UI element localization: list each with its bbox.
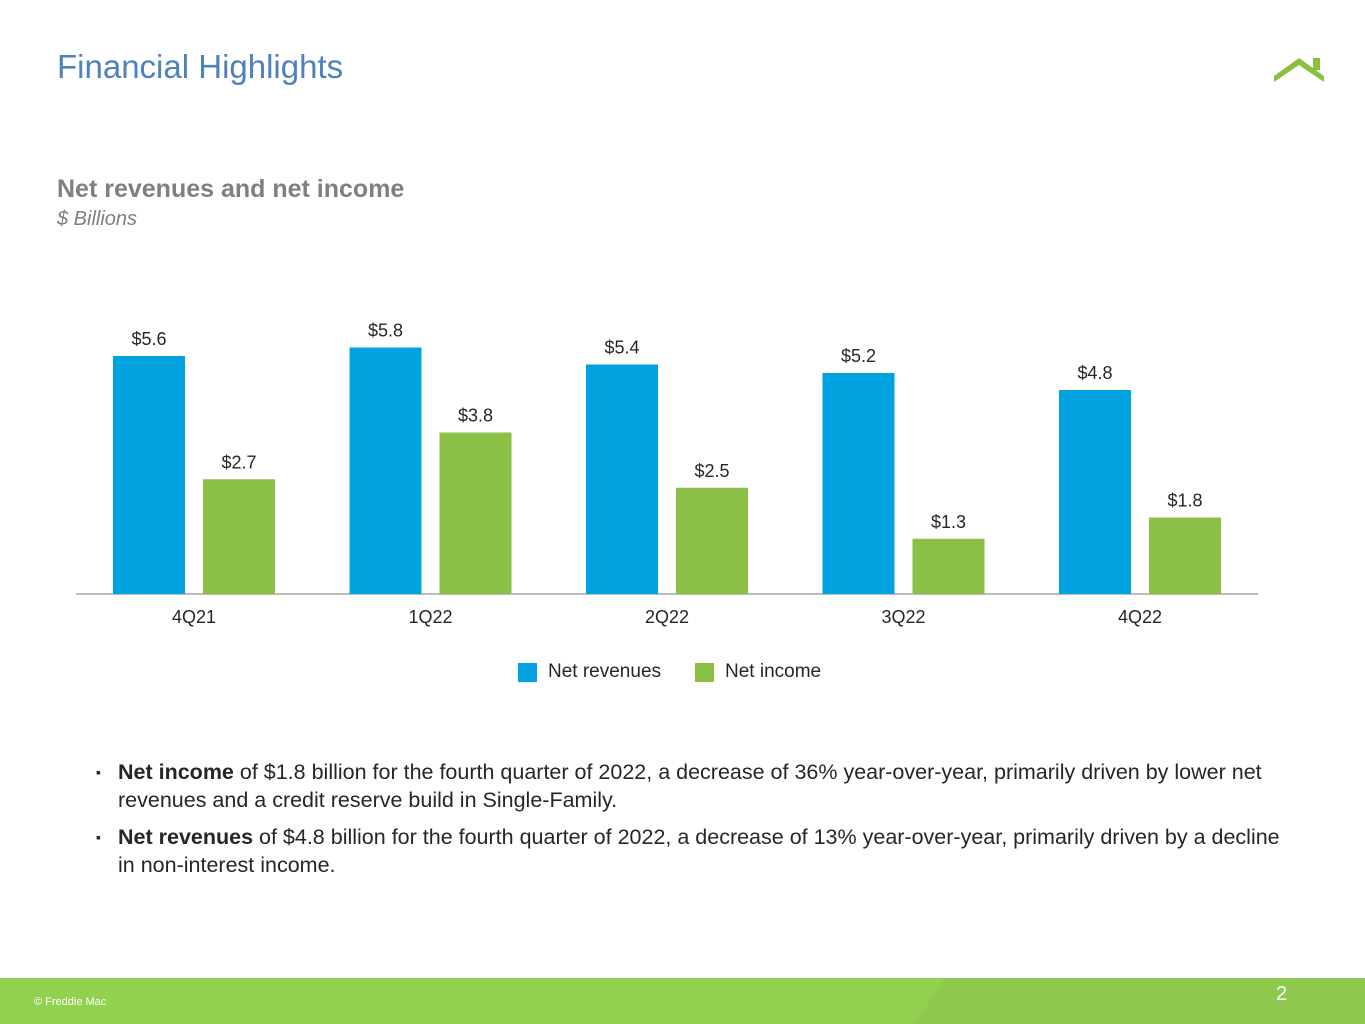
chart-title: Net revenues and net income — [57, 175, 405, 203]
bullet-marker-icon: ▪ — [96, 764, 101, 780]
page-number: 2 — [1276, 983, 1288, 1005]
data-label: $5.4 — [604, 338, 639, 358]
bar-net-income-2q22 — [676, 487, 748, 594]
bar-net-revenues-3q22 — [822, 373, 895, 594]
data-label: $5.8 — [368, 321, 403, 341]
legend-item-net-revenues: Net revenues — [518, 661, 661, 683]
legend-label-net-revenues: Net revenues — [548, 661, 662, 682]
bullet-body: of $1.8 billion for the fourth quarter o… — [118, 760, 1262, 812]
bullet-net-revenues: ▪ Net revenues of $4.8 billion for the f… — [96, 823, 1286, 879]
bar-chart: $5.6 $2.7 4Q21 $5.8 $3.8 1Q22 $5.4 $2.5 2Q22 $5.2… — [76, 321, 1258, 627]
x-tick-label: 3Q22 — [881, 607, 925, 627]
bullet-bold-term: Net revenues — [118, 825, 254, 849]
bar-net-revenues-1q22 — [349, 347, 422, 594]
legend-label-net-income: Net income — [725, 661, 822, 682]
page-title: Financial Highlights — [57, 48, 344, 85]
bullet-text: Net income of $1.8 billion for the fourt… — [118, 758, 1286, 814]
x-tick-label: 1Q22 — [408, 607, 452, 627]
bar-net-income-3q22 — [912, 538, 985, 594]
chart-legend: Net revenues Net income — [518, 661, 821, 683]
bullet-marker-icon: ▪ — [96, 829, 101, 845]
bullet-body: of $4.8 billion for the fourth quarter o… — [118, 825, 1280, 877]
footer-shade — [915, 978, 1365, 1024]
chart-subtitle: $ Billions — [57, 208, 138, 230]
data-label: $1.3 — [931, 512, 966, 532]
data-label: $5.6 — [131, 329, 166, 349]
legend-item-net-income: Net income — [695, 661, 821, 683]
data-label: $2.5 — [694, 461, 729, 481]
data-label: $1.8 — [1167, 491, 1202, 511]
legend-swatch-net-revenues — [518, 662, 537, 682]
data-label: $4.8 — [1077, 363, 1112, 383]
bar-net-income-4q21 — [203, 479, 275, 594]
highlights-bullet-list: ▪ Net income of $1.8 billion for the fou… — [96, 758, 1286, 888]
bar-net-revenues-4q22 — [1059, 390, 1131, 594]
bar-net-income-4q22 — [1149, 517, 1221, 594]
bullet-net-income: ▪ Net income of $1.8 billion for the fou… — [96, 758, 1286, 814]
footer-copyright: © Freddie Mac — [34, 996, 107, 1008]
data-label: $2.7 — [221, 452, 256, 472]
data-label: $3.8 — [458, 406, 493, 426]
x-tick-label: 4Q21 — [172, 607, 216, 627]
bullet-text: Net revenues of $4.8 billion for the fou… — [118, 823, 1286, 879]
legend-swatch-net-income — [695, 662, 715, 682]
data-label: $5.2 — [841, 346, 876, 366]
x-tick-label: 2Q22 — [645, 607, 689, 627]
freddie-mac-roof-logo-icon — [1274, 58, 1324, 82]
x-tick-label: 4Q22 — [1118, 607, 1162, 627]
footer-bar: © Freddie Mac 2 — [0, 978, 1365, 1024]
bullet-bold-term: Net income — [118, 760, 234, 784]
bar-net-revenues-2q22 — [586, 364, 658, 594]
bar-net-income-1q22 — [439, 432, 512, 594]
bar-net-revenues-4q21 — [113, 356, 185, 594]
